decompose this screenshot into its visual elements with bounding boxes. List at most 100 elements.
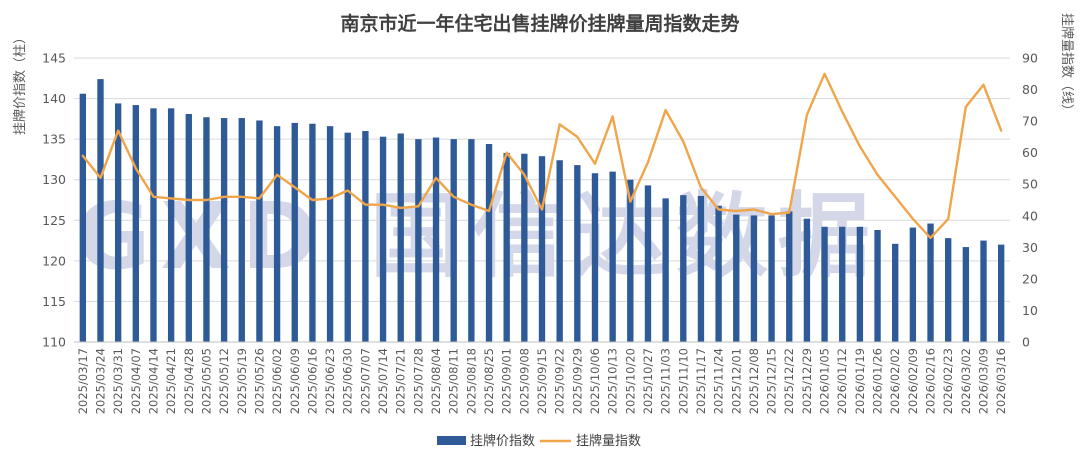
bar (786, 211, 793, 342)
right-tick-label: 90 (1022, 51, 1038, 66)
left-tick-label: 140 (42, 91, 66, 106)
x-tick-label: 2025/04/21 (164, 348, 178, 414)
right-tick-label: 60 (1022, 145, 1038, 160)
chart-title: 南京市近一年住宅出售挂牌价挂牌量周指数走势 (340, 12, 739, 35)
x-tick-label: 2025/10/06 (588, 348, 602, 414)
x-tick-label: 2026/02/16 (924, 348, 938, 414)
legend-swatch-bar (437, 436, 466, 445)
x-tick-label: 2026/01/05 (818, 348, 832, 414)
x-tick-label: 2025/11/10 (676, 348, 690, 414)
x-tick-label: 2025/04/28 (182, 348, 196, 414)
x-tick-label: 2026/01/19 (853, 348, 867, 414)
x-tick-label: 2025/03/17 (76, 348, 90, 414)
x-tick-label: 2025/03/31 (111, 348, 125, 414)
bar (521, 153, 528, 342)
right-tick-label: 80 (1022, 82, 1038, 97)
bar (256, 120, 263, 342)
x-tick-label: 2025/12/22 (782, 348, 796, 414)
bar (644, 185, 652, 342)
bar (485, 144, 493, 342)
left-tick-label: 115 (42, 294, 66, 309)
bar (997, 244, 1005, 342)
bar (874, 230, 881, 342)
right-tick-label: 10 (1022, 303, 1038, 318)
x-tick-label: 2025/08/18 (464, 348, 478, 414)
bar (415, 139, 422, 342)
left-tick-label: 135 (42, 132, 66, 147)
bar (750, 215, 758, 342)
x-tick-label: 2025/09/01 (500, 348, 514, 414)
x-tick-label: 2026/03/09 (977, 348, 991, 414)
bar (662, 198, 669, 342)
bar (821, 226, 828, 342)
bar (273, 126, 281, 342)
bar (892, 243, 899, 342)
x-tick-label: 2025/08/11 (447, 348, 461, 414)
left-tick-label: 125 (42, 213, 66, 228)
x-tick-label: 2025/11/24 (712, 348, 726, 414)
bar (344, 132, 351, 342)
x-tick-label: 2025/09/15 (535, 348, 549, 414)
x-tick-label: 2025/06/16 (305, 348, 319, 414)
bar (185, 113, 192, 342)
bar (362, 131, 369, 342)
bar (97, 79, 104, 343)
line-series-path (81, 72, 1003, 240)
x-tick-label: 2026/01/12 (835, 348, 849, 414)
bar (733, 214, 740, 342)
x-tick-label: 2025/05/19 (235, 348, 249, 414)
x-tick-label: 2025/09/29 (570, 348, 584, 414)
x-tick-label: 2025/10/27 (641, 348, 655, 414)
bar (980, 240, 987, 342)
axes: 110 115 120 125 130 135 140 145 0 10 20 30 40 50 60 70 8… (42, 51, 1038, 415)
x-tick-label: 2025/05/12 (217, 348, 231, 414)
bar (591, 173, 599, 342)
x-tick-label: 2025/08/04 (429, 348, 443, 414)
right-tick-label: 20 (1022, 271, 1038, 286)
left-tick-label: 130 (42, 172, 66, 187)
x-tick-label: 2025/07/07 (358, 348, 372, 414)
bar (856, 226, 864, 342)
right-tick-label: 70 (1022, 114, 1038, 129)
bar (927, 223, 934, 342)
x-tick-label: 2025/06/23 (323, 348, 337, 414)
x-tick-label: 2025/10/13 (606, 348, 620, 414)
right-tick-label: 50 (1022, 177, 1038, 192)
x-tick-label: 2025/06/02 (270, 348, 284, 414)
bar (627, 179, 634, 342)
bar (450, 139, 457, 342)
x-tick-label: 2025/09/22 (553, 348, 567, 414)
x-tick-label: 2025/11/17 (694, 348, 708, 414)
x-tick-label: 2025/04/14 (147, 348, 161, 414)
left-tick-label: 120 (42, 253, 66, 268)
x-tick-label: 2025/07/21 (394, 348, 408, 414)
x-tick-label: 2025/12/15 (765, 348, 779, 414)
x-tick-label: 2025/06/30 (341, 348, 355, 414)
x-tick-label: 2026/03/16 (994, 348, 1008, 414)
bar (697, 195, 705, 342)
bar (803, 218, 811, 342)
bar (945, 238, 952, 342)
bar (909, 227, 917, 342)
right-tick-label: 30 (1022, 240, 1038, 255)
bar (609, 171, 616, 342)
left-tick-label: 145 (42, 51, 66, 66)
bar (309, 123, 316, 343)
x-tick-label: 2026/02/09 (906, 348, 920, 414)
x-tick-label: 2026/02/02 (888, 348, 902, 414)
x-tick-label: 2025/05/26 (252, 348, 266, 414)
x-tick-label: 2025/11/03 (659, 348, 673, 414)
bar (715, 205, 722, 342)
x-tick-label: 2025/07/14 (376, 348, 390, 414)
bar (768, 215, 775, 342)
x-tick-label: 2026/02/23 (941, 348, 955, 414)
x-tick-label: 2025/06/09 (288, 348, 302, 414)
bar (432, 137, 440, 342)
legend-label-line: 挂牌量指数 (576, 433, 641, 449)
bar (680, 195, 687, 342)
x-tick-label: 2025/04/07 (129, 348, 143, 414)
bar (538, 156, 546, 342)
x-tick-label: 2025/03/24 (94, 348, 108, 414)
